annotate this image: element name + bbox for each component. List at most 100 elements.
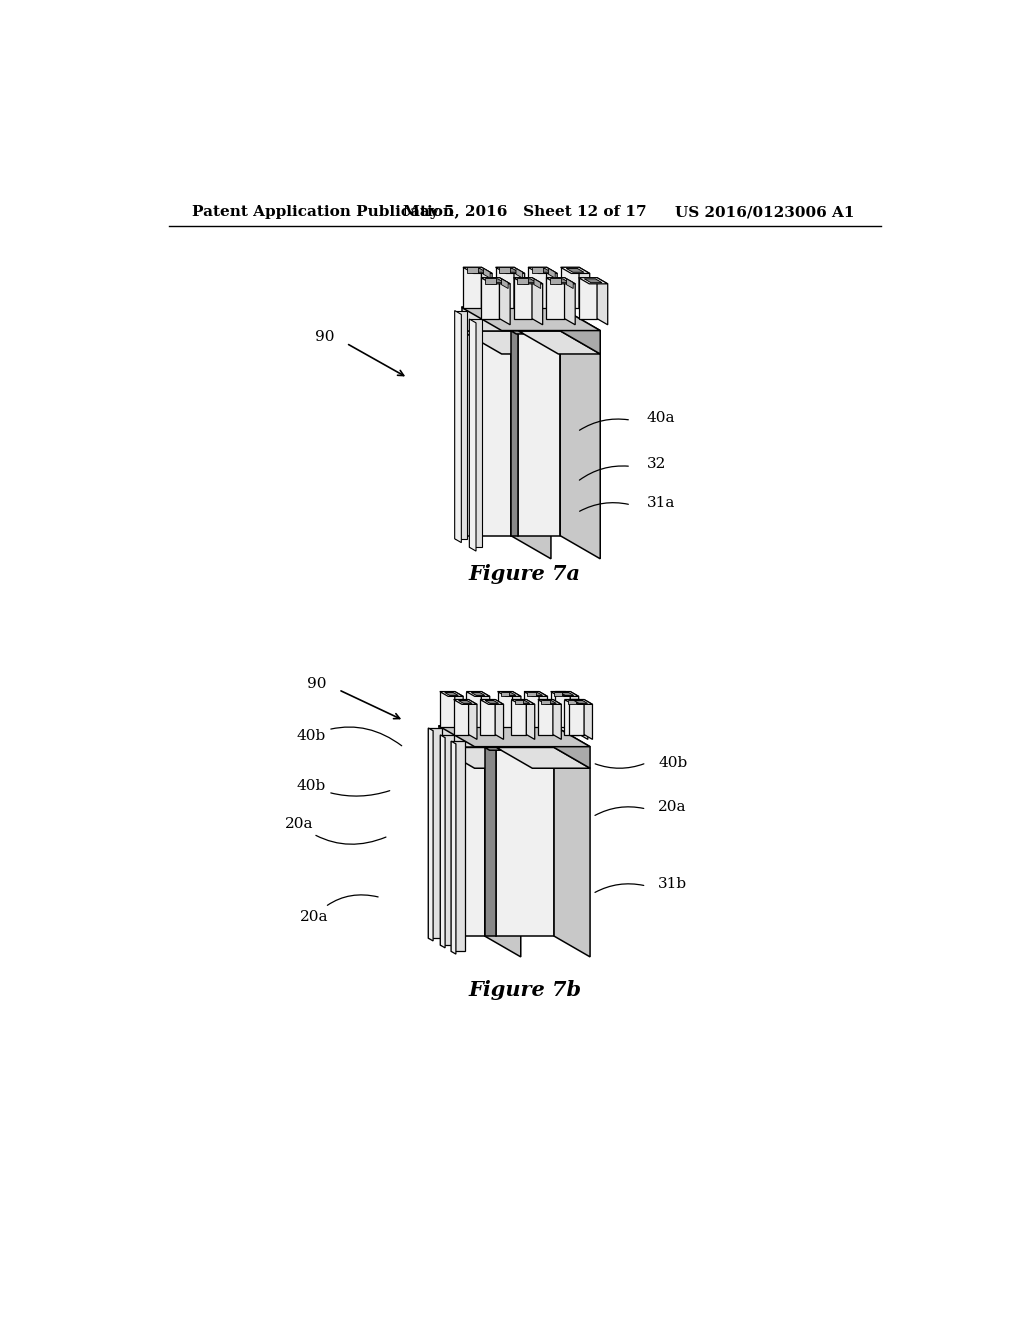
Polygon shape [526,700,535,739]
Text: Figure 7b: Figure 7b [468,979,582,1001]
Polygon shape [560,693,573,696]
Polygon shape [502,279,508,289]
Polygon shape [486,279,505,282]
Polygon shape [444,693,459,696]
Polygon shape [567,700,577,705]
Polygon shape [469,268,486,272]
Polygon shape [498,692,521,697]
Polygon shape [503,693,516,696]
Polygon shape [524,692,539,726]
Polygon shape [511,700,526,734]
Polygon shape [511,700,535,705]
Text: 40a: 40a [646,411,675,425]
Polygon shape [538,700,553,734]
Polygon shape [438,747,484,936]
Polygon shape [438,747,521,768]
Text: 40b: 40b [296,727,401,746]
Polygon shape [484,277,496,284]
Polygon shape [574,701,588,704]
Polygon shape [566,279,573,289]
Polygon shape [579,277,597,318]
Polygon shape [454,700,477,705]
Polygon shape [469,700,477,739]
Polygon shape [564,277,575,325]
Text: 20a: 20a [658,800,686,813]
Polygon shape [469,319,476,552]
Polygon shape [462,331,551,354]
Polygon shape [466,692,489,697]
Polygon shape [496,267,514,309]
Polygon shape [534,279,541,289]
Polygon shape [555,692,570,726]
Polygon shape [428,727,433,941]
Polygon shape [462,331,511,536]
Polygon shape [532,277,543,325]
Polygon shape [466,692,481,726]
Polygon shape [565,692,574,731]
Text: May 5, 2016   Sheet 12 of 17: May 5, 2016 Sheet 12 of 17 [403,206,646,219]
Polygon shape [552,279,569,282]
Polygon shape [516,268,522,279]
Polygon shape [585,279,602,282]
Text: 32: 32 [646,457,666,471]
Polygon shape [560,267,590,273]
Polygon shape [517,277,528,284]
Polygon shape [497,747,554,936]
Polygon shape [481,267,493,314]
Polygon shape [513,692,521,731]
Polygon shape [485,701,499,704]
Polygon shape [584,700,593,739]
Polygon shape [580,700,588,739]
Polygon shape [454,700,469,734]
Polygon shape [564,700,580,734]
Polygon shape [463,267,481,309]
Text: 40b: 40b [658,756,687,770]
Polygon shape [481,692,489,731]
Polygon shape [553,700,561,739]
Polygon shape [547,267,557,314]
Text: 20a: 20a [300,895,378,924]
Polygon shape [541,700,550,705]
Polygon shape [501,692,509,697]
Polygon shape [514,700,523,705]
Polygon shape [528,267,547,309]
Polygon shape [514,267,524,314]
Polygon shape [484,747,521,957]
Text: US 2016/0123006 A1: US 2016/0123006 A1 [675,206,854,219]
Polygon shape [551,692,574,697]
Polygon shape [566,268,584,272]
Text: Figure 7a: Figure 7a [469,564,581,585]
Polygon shape [496,700,504,739]
Polygon shape [462,308,600,330]
Polygon shape [513,277,532,318]
Polygon shape [484,747,497,936]
Polygon shape [513,277,543,284]
Polygon shape [480,700,496,734]
Polygon shape [569,700,593,705]
Polygon shape [560,331,600,558]
Polygon shape [538,700,561,705]
Polygon shape [551,692,565,726]
Text: 20a: 20a [285,817,386,845]
Polygon shape [501,268,519,272]
Polygon shape [439,692,455,726]
Polygon shape [483,268,490,279]
Polygon shape [438,726,590,747]
Polygon shape [497,747,590,768]
Polygon shape [539,692,548,731]
Polygon shape [498,692,513,726]
Polygon shape [534,268,552,272]
Polygon shape [554,692,562,697]
Polygon shape [511,331,523,334]
Text: 31b: 31b [658,876,687,891]
Polygon shape [570,692,579,731]
Polygon shape [597,277,607,325]
Polygon shape [440,735,455,945]
Polygon shape [560,308,600,354]
Text: 40b: 40b [296,779,390,796]
Polygon shape [484,747,501,750]
Polygon shape [481,277,510,284]
Polygon shape [554,726,590,768]
Polygon shape [569,701,583,704]
Polygon shape [452,741,456,954]
